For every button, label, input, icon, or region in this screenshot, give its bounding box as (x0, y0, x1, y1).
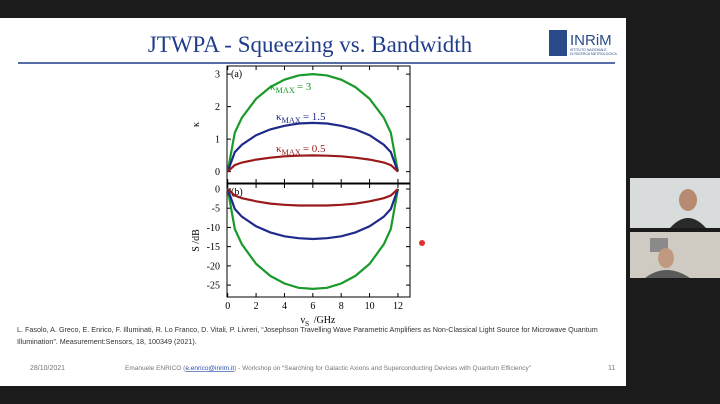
x-tick-label: 8 (339, 301, 344, 312)
y-tick-label: -25 (207, 281, 220, 292)
panel-label: (a) (231, 69, 242, 80)
footer-author: Emanuele ENRICO ( (125, 365, 186, 372)
y-tick-label: 3 (215, 70, 220, 81)
series-line (226, 154, 399, 173)
video-frame (630, 178, 720, 228)
y-axis-label: κ (191, 122, 202, 127)
y-axis-label: S /dB (191, 229, 202, 252)
video-frame (630, 232, 720, 278)
logo-subtitle: DI RICERCA METROLOGICA (570, 52, 618, 56)
logo-subtitle: ISTITUTO NAZIONALE (570, 48, 607, 52)
label-base: κ (276, 111, 282, 123)
panel-label: (b) (231, 187, 243, 198)
series-line (226, 188, 399, 241)
y-tick-label: 0 (215, 184, 220, 195)
footer-text: Emanuele ENRICO (e.enrico@inrim.it) - Wo… (125, 365, 531, 372)
x-tick-label: 6 (310, 301, 315, 312)
series-label: κMAX = 1.5 (276, 111, 326, 125)
label-rest: = 0.5 (303, 143, 326, 155)
slide-title: JTWPA - Squeezing vs. Bandwidth (148, 32, 473, 57)
series-line (226, 188, 399, 291)
y-tick-label: -10 (207, 223, 220, 234)
footer-date: 28/10/2021 (30, 365, 65, 372)
x-tick-label: 4 (282, 301, 287, 312)
series-line (226, 188, 399, 207)
logo-mark (549, 30, 567, 56)
label-sub: MAX (276, 86, 295, 95)
label-rest: = 3 (297, 81, 312, 93)
x-tick-label: 2 (254, 301, 259, 312)
webcam-2 (630, 232, 720, 278)
reference: L. Fasolo, A. Greco, E. Enrico, F. Illum… (17, 325, 598, 334)
label-rest: = 1.5 (303, 111, 326, 123)
x-tick-label: 12 (393, 301, 403, 312)
label-base: ν (301, 315, 306, 326)
y-tick-label: 1 (215, 135, 220, 146)
series-line (226, 121, 399, 172)
pointer (419, 240, 425, 246)
y-tick-label: -5 (212, 204, 220, 215)
label-base: κ (270, 81, 276, 93)
label-rest: /GHz (311, 315, 336, 326)
footer-workshop: ) - Workshop on “Searching for Galactic … (234, 365, 531, 372)
y-tick-label: -15 (207, 242, 220, 253)
webcam-1 (630, 178, 720, 228)
face (679, 189, 697, 211)
body (670, 218, 706, 228)
label-sub: MAX (282, 116, 301, 125)
reference: Illumination”. Measurement:Sensors, 18, … (17, 337, 197, 346)
label-sub: S (305, 319, 309, 328)
face (658, 248, 674, 268)
logo-name: INRiM (570, 32, 612, 49)
y-tick-label: 2 (215, 102, 220, 113)
label-sub: MAX (282, 148, 301, 157)
background-object (650, 238, 668, 252)
slide (0, 18, 626, 386)
x-tick-label: 10 (365, 301, 375, 312)
y-tick-label: -20 (207, 261, 220, 272)
label-base: κ (276, 143, 282, 155)
series-line (226, 72, 399, 172)
body (645, 270, 690, 278)
x-tick-label: 0 (225, 301, 230, 312)
plot-frame (226, 183, 411, 298)
x-axis-label: νS /GHz (301, 315, 336, 328)
footer-email: e.enrico@inrim.it (185, 365, 234, 372)
logo: INRiM ISTITUTO NAZIONALE DI RICERCA METR… (549, 30, 618, 56)
y-tick-label: 0 (215, 167, 220, 178)
plot-frame (226, 65, 411, 184)
page-number: 11 (608, 365, 615, 372)
series-label: κMAX = 3 (270, 81, 312, 95)
series-label: κMAX = 0.5 (276, 143, 326, 157)
